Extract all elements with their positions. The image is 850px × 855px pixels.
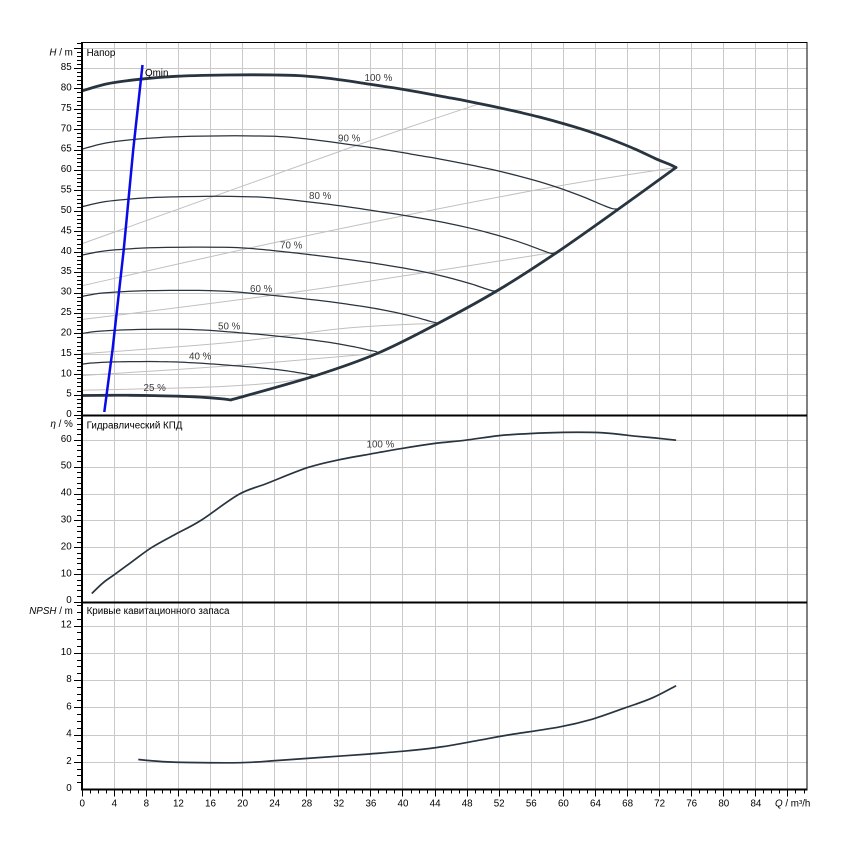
- svg-text:100 %: 100 %: [365, 73, 393, 84]
- svg-text:8: 8: [144, 799, 150, 810]
- svg-text:Гидравлический КПД: Гидравлический КПД: [87, 421, 183, 432]
- svg-text:30: 30: [61, 287, 72, 298]
- svg-text:60: 60: [61, 164, 72, 175]
- svg-text:65: 65: [61, 144, 72, 155]
- svg-text:0: 0: [79, 799, 85, 810]
- svg-text:Кривые кавитационного запаса: Кривые кавитационного запаса: [87, 606, 230, 617]
- svg-text:5: 5: [66, 389, 72, 400]
- svg-text:8: 8: [66, 674, 72, 685]
- svg-text:4: 4: [112, 799, 118, 810]
- svg-text:Напор: Напор: [87, 48, 116, 59]
- svg-text:10: 10: [61, 647, 72, 658]
- svg-text:2: 2: [66, 756, 71, 767]
- svg-text:24: 24: [269, 799, 280, 810]
- svg-text:4: 4: [66, 729, 72, 740]
- svg-text:44: 44: [430, 799, 441, 810]
- svg-text:50 %: 50 %: [218, 321, 241, 332]
- svg-text:80: 80: [718, 799, 729, 810]
- svg-text:Q / m³/h: Q / m³/h: [775, 799, 810, 810]
- svg-text:64: 64: [590, 799, 601, 810]
- svg-text:20: 20: [237, 799, 248, 810]
- svg-text:56: 56: [526, 799, 537, 810]
- svg-text:36: 36: [365, 799, 376, 810]
- svg-text:84: 84: [750, 799, 761, 810]
- svg-text:55: 55: [61, 185, 72, 196]
- svg-text:40 %: 40 %: [189, 352, 212, 363]
- svg-text:50: 50: [61, 461, 72, 472]
- svg-text:60: 60: [558, 799, 569, 810]
- svg-text:40: 40: [398, 799, 409, 810]
- svg-text:28: 28: [301, 799, 312, 810]
- svg-text:90 %: 90 %: [338, 134, 361, 145]
- svg-text:10: 10: [61, 568, 72, 579]
- svg-text:68: 68: [622, 799, 633, 810]
- svg-text:0: 0: [66, 595, 72, 606]
- svg-text:75: 75: [61, 103, 72, 114]
- svg-text:60 %: 60 %: [250, 284, 273, 295]
- svg-text:Qmin: Qmin: [145, 68, 168, 79]
- svg-text:η / %: η / %: [50, 419, 73, 430]
- svg-text:52: 52: [494, 799, 505, 810]
- svg-text:12: 12: [173, 799, 184, 810]
- svg-text:NPSH / m: NPSH / m: [29, 606, 73, 617]
- svg-text:H / m: H / m: [49, 48, 72, 59]
- svg-text:80: 80: [61, 83, 72, 94]
- svg-text:16: 16: [205, 799, 216, 810]
- svg-text:40: 40: [61, 246, 72, 257]
- svg-text:85: 85: [61, 62, 72, 73]
- svg-text:40: 40: [61, 488, 72, 499]
- svg-text:0: 0: [66, 783, 72, 794]
- svg-text:72: 72: [654, 799, 665, 810]
- svg-text:30: 30: [61, 515, 72, 526]
- svg-text:35: 35: [61, 266, 72, 277]
- svg-text:80 %: 80 %: [309, 191, 332, 202]
- svg-text:20: 20: [61, 541, 72, 552]
- svg-text:48: 48: [462, 799, 473, 810]
- svg-text:76: 76: [686, 799, 697, 810]
- svg-text:32: 32: [333, 799, 344, 810]
- svg-text:10: 10: [61, 368, 72, 379]
- svg-text:70 %: 70 %: [280, 240, 303, 251]
- svg-text:6: 6: [66, 701, 72, 712]
- svg-text:25: 25: [61, 307, 72, 318]
- svg-text:100 %: 100 %: [367, 440, 395, 451]
- svg-text:15: 15: [61, 348, 72, 359]
- svg-text:70: 70: [61, 123, 72, 134]
- svg-text:50: 50: [61, 205, 72, 216]
- svg-text:60: 60: [61, 434, 72, 445]
- svg-text:25 %: 25 %: [144, 383, 167, 394]
- svg-text:20: 20: [61, 327, 72, 338]
- svg-text:12: 12: [61, 620, 72, 631]
- svg-text:0: 0: [66, 409, 72, 420]
- svg-text:45: 45: [61, 225, 72, 236]
